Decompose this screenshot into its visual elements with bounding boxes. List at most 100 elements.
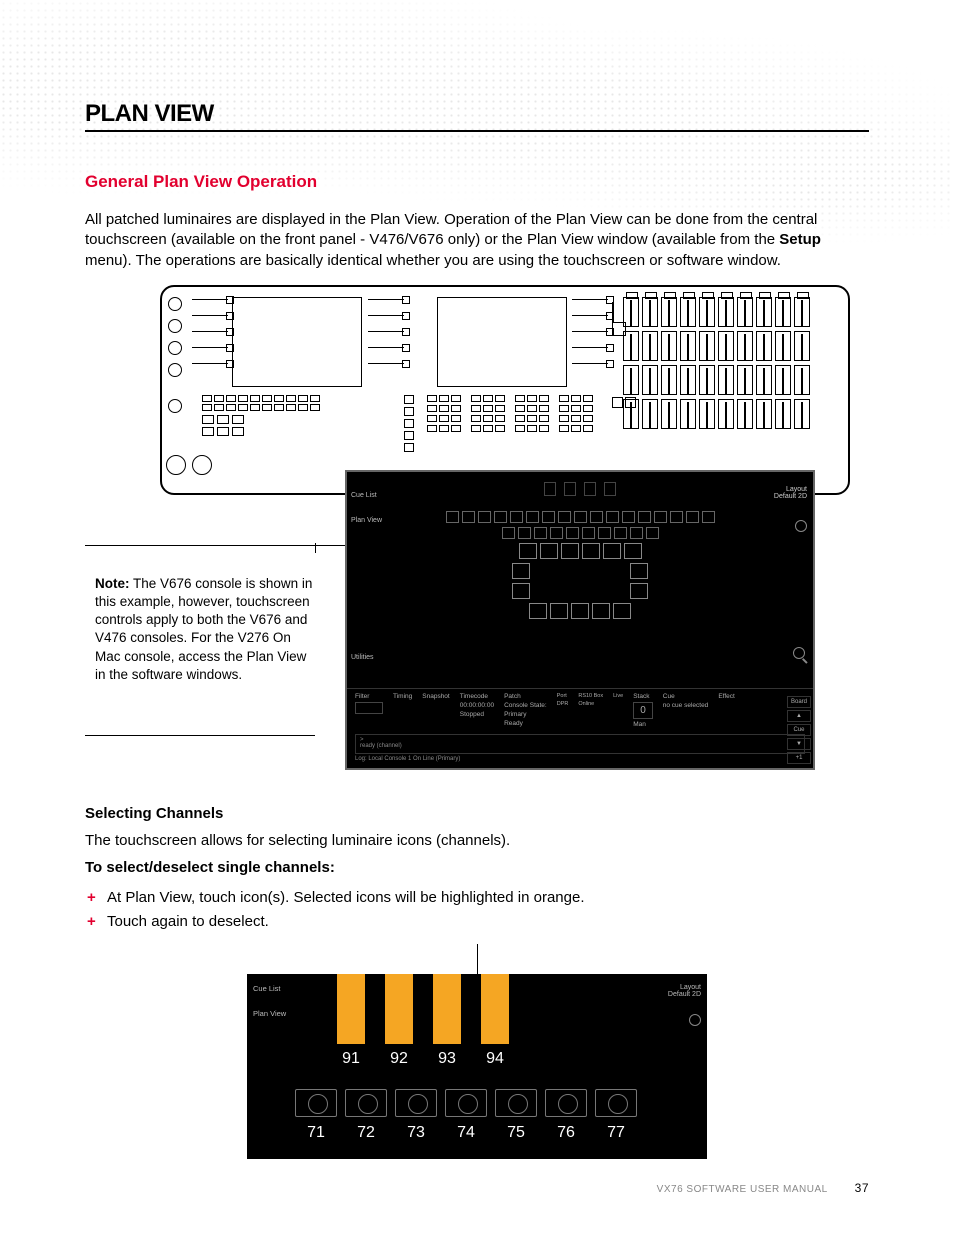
- touchscreen-panel: Cue List Plan View Utilities Layout Defa…: [345, 470, 815, 770]
- unselected-channel-icon[interactable]: [545, 1089, 587, 1117]
- touchscreen-left-tabs: Cue List Plan View Utilities: [351, 492, 382, 679]
- tab-utilities[interactable]: Utilities: [351, 654, 382, 661]
- effect-label: Effect: [718, 693, 735, 700]
- panel-left-tabs: Cue List Plan View: [253, 984, 286, 1034]
- gear-icon[interactable]: [795, 520, 807, 532]
- knob-icon: [166, 455, 186, 475]
- knob-icon: [168, 297, 182, 311]
- online-label: Online: [578, 701, 603, 707]
- note-text: The V676 console is shown in this exampl…: [95, 576, 312, 682]
- unselected-channel-icon[interactable]: [445, 1089, 487, 1117]
- callout-line: [477, 944, 478, 974]
- man-label: Man: [633, 721, 653, 728]
- page-footer: VX76 SOFTWARE USER MANUAL 37: [657, 1181, 869, 1195]
- timecode-state: Stopped: [460, 711, 494, 718]
- bullet-item: At Plan View, touch icon(s). Selected ic…: [107, 886, 869, 910]
- layout-label: Layout: [774, 486, 807, 493]
- tab-cuelist[interactable]: Cue List: [253, 984, 286, 993]
- channel-number: 93: [433, 1050, 461, 1068]
- subsection-instr-label: To select/deselect single channels:: [85, 859, 869, 876]
- unselected-channel-icon[interactable]: [395, 1089, 437, 1117]
- side-nav-buttons: Board ▲ Cue ▼ +1: [787, 696, 811, 764]
- patch-label: Patch: [504, 693, 547, 700]
- knob-icon: [192, 455, 212, 475]
- selected-channel-icon[interactable]: [337, 974, 365, 1044]
- selected-channel-icon[interactable]: [385, 974, 413, 1044]
- panel-right-labels: Layout Default 2D: [668, 984, 701, 1028]
- selected-channel-icon[interactable]: [433, 974, 461, 1044]
- unselected-channel-icon[interactable]: [595, 1089, 637, 1117]
- unselected-channel-row: [295, 1089, 637, 1117]
- selected-channel-labels: 91 92 93 94: [337, 1050, 509, 1068]
- tab-planview[interactable]: Plan View: [351, 517, 382, 524]
- column-buttons: [404, 395, 414, 452]
- channel-number: 72: [345, 1124, 387, 1142]
- cue-button[interactable]: Cue: [787, 724, 811, 736]
- bullet-list: At Plan View, touch icon(s). Selected ic…: [85, 886, 869, 934]
- stack-value: 0: [633, 702, 653, 719]
- cmd-hint: ready (channel): [360, 743, 402, 749]
- button-grid-4x4: [427, 395, 593, 432]
- page-number: 37: [855, 1181, 869, 1195]
- tab-planview[interactable]: Plan View: [253, 1009, 286, 1018]
- timecode-value: 00:00:00:00: [460, 702, 494, 709]
- stack-label: Stack: [633, 693, 653, 700]
- unselected-channel-icon[interactable]: [295, 1089, 337, 1117]
- unselected-channel-icon[interactable]: [495, 1089, 537, 1117]
- port-bank: [368, 299, 404, 379]
- channel-number: 71: [295, 1124, 337, 1142]
- timing-label[interactable]: Timing: [393, 693, 412, 700]
- channel-number: 77: [595, 1124, 637, 1142]
- channel-select-figure: Cue List Plan View Layout Default 2D 919…: [247, 974, 707, 1159]
- console-state-label: Console State:: [504, 702, 547, 709]
- unselected-channel-icon[interactable]: [345, 1089, 387, 1117]
- unselected-channel-labels: 71 72 73 74 75 76 77: [295, 1124, 637, 1142]
- plus1-button[interactable]: +1: [787, 752, 811, 764]
- subsection-heading: Selecting Channels: [85, 805, 869, 822]
- selected-channel-row: [337, 974, 509, 1044]
- console-state: Primary: [504, 711, 547, 718]
- knob-icon: [168, 363, 182, 377]
- channel-number: 73: [395, 1124, 437, 1142]
- selected-channel-icon[interactable]: [481, 974, 509, 1044]
- subsection-intro: The touchscreen allows for selecting lum…: [85, 832, 869, 849]
- search-icon[interactable]: [793, 647, 805, 659]
- callout-line: [315, 543, 316, 553]
- layout-value: Default 2D: [774, 493, 807, 500]
- luminaire-rows: [347, 511, 813, 619]
- dpr-label: DPR: [557, 701, 569, 707]
- channel-number: 92: [385, 1050, 413, 1068]
- console-figure: Cue List Plan View Utilities Layout Defa…: [85, 285, 869, 785]
- layout-label: Layout: [668, 984, 701, 991]
- channel-number: 94: [481, 1050, 509, 1068]
- note-box: Note: The V676 console is shown in this …: [95, 575, 315, 684]
- keypad-grid: [202, 395, 320, 411]
- board-button[interactable]: Board: [787, 696, 811, 708]
- ready-label: Ready: [504, 720, 547, 727]
- channel-number: 75: [495, 1124, 537, 1142]
- page-title: PLAN VIEW: [85, 100, 869, 132]
- tab-cuelist[interactable]: Cue List: [351, 492, 382, 499]
- snapshot-label[interactable]: Snapshot: [422, 693, 449, 700]
- channel-number: 91: [337, 1050, 365, 1068]
- port-bank: [572, 299, 608, 379]
- note-label: Note:: [95, 576, 130, 591]
- channel-number: 76: [545, 1124, 587, 1142]
- down-button[interactable]: ▼: [787, 738, 811, 750]
- live-label: Live: [613, 693, 623, 699]
- gear-icon[interactable]: [689, 1014, 701, 1026]
- luminaire-top-row: [347, 472, 813, 507]
- up-button[interactable]: ▲: [787, 710, 811, 722]
- channel-number: 74: [445, 1124, 487, 1142]
- callout-line: [85, 735, 315, 736]
- knob-icon: [168, 319, 182, 333]
- filter-label[interactable]: Filter: [355, 693, 383, 700]
- port-label: Port: [557, 693, 569, 699]
- cue-label: Cue: [663, 693, 709, 700]
- footer-manual-title: VX76 SOFTWARE USER MANUAL: [657, 1184, 828, 1195]
- bullet-item: Touch again to deselect.: [107, 910, 869, 934]
- command-line[interactable]: > ready (channel): [355, 734, 805, 754]
- fader-bank: [623, 297, 838, 487]
- intro-paragraph: All patched luminaires are displayed in …: [85, 210, 869, 271]
- port-bank: [192, 299, 228, 379]
